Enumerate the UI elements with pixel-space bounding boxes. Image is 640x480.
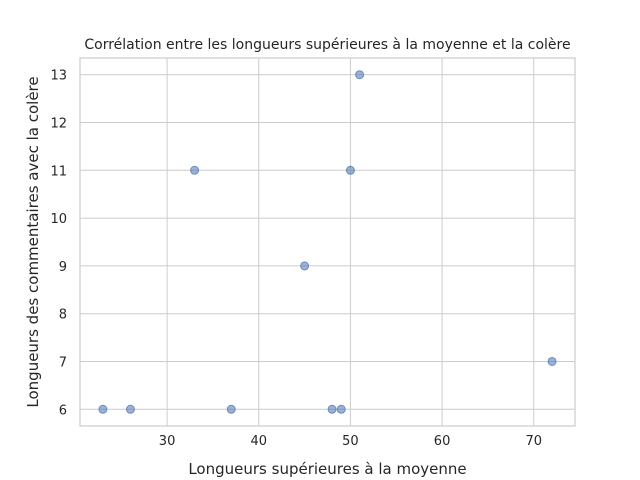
chart-title: Corrélation entre les longueurs supérieu… (84, 37, 570, 53)
x-tick-label-50: 50 (342, 434, 359, 449)
grid (80, 58, 575, 426)
x-tick-label-30: 30 (159, 434, 176, 449)
data-point-6 (328, 405, 336, 413)
data-point-7 (337, 405, 345, 413)
y-tick-label-12: 12 (50, 117, 67, 132)
data-point-9 (356, 71, 364, 79)
y-tick-label-7: 7 (59, 355, 67, 370)
data-point-2 (126, 405, 134, 413)
y-tick-label-11: 11 (50, 164, 67, 179)
plot-area-frame (80, 58, 575, 426)
data-point-3 (191, 166, 199, 174)
y-tick-label-8: 8 (59, 308, 67, 323)
data-point-1 (99, 405, 107, 413)
y-tick-label-13: 13 (50, 69, 67, 84)
y-axis-label: Longueurs des commentaires avec la colèr… (24, 76, 42, 407)
x-tick-label-70: 70 (525, 434, 542, 449)
x-axis-label: Longueurs supérieures à la moyenne (188, 460, 466, 478)
x-tick-labels: 30 40 50 60 70 (159, 434, 542, 449)
x-tick-label-60: 60 (434, 434, 451, 449)
x-tick-label-40: 40 (250, 434, 267, 449)
y-tick-label-9: 9 (59, 260, 67, 275)
y-tick-labels: 6 7 8 9 10 11 12 13 (50, 69, 67, 419)
y-tick-label-6: 6 (59, 403, 67, 418)
data-point-8 (346, 166, 354, 174)
data-point-5 (301, 262, 309, 270)
data-point-10 (548, 357, 556, 365)
y-tick-label-10: 10 (50, 212, 67, 227)
data-point-4 (227, 405, 235, 413)
